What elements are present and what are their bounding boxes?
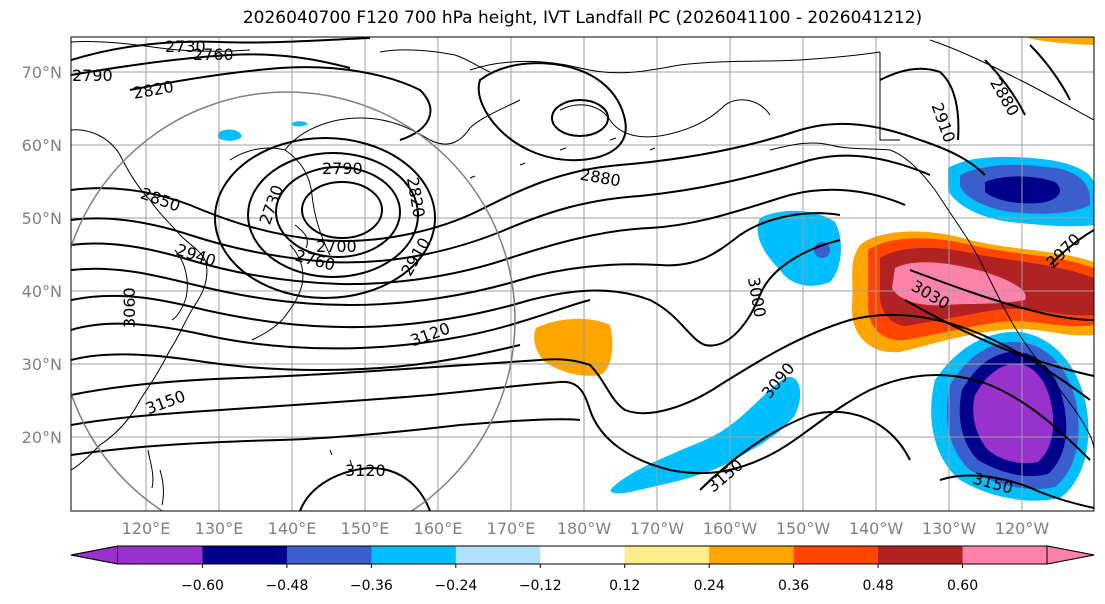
colorbar-segment	[878, 546, 964, 564]
coastlines	[71, 39, 1094, 506]
colorbar-tick-label: −0.60	[181, 578, 224, 594]
landfall-region-circle	[71, 91, 516, 511]
colorbar-tick-label: 0.24	[694, 578, 725, 594]
lat-label: 40°N	[22, 282, 62, 301]
lon-label: 120°E	[122, 519, 171, 538]
colorbar-tick-label: 0.48	[863, 578, 894, 594]
contour-label: 3060	[120, 287, 139, 328]
colorbar-segment	[118, 546, 203, 564]
colorbar-tick-label: 0.36	[778, 578, 809, 594]
colorbar: −0.60 −0.48 −0.36 −0.24 −0.12 0.12 0.24 0.36 0.4…	[70, 545, 1095, 594]
contour-label: 2760	[193, 45, 234, 64]
contour-label: 2790	[322, 159, 363, 178]
contour-label: 2730	[165, 37, 206, 56]
colorbar-tick-label: −0.12	[519, 578, 562, 594]
colorbar-tick-label: −0.36	[350, 578, 393, 594]
colorbar-segment	[455, 546, 541, 564]
colorbar-extend-min	[70, 545, 119, 565]
colorbar-segment	[793, 546, 879, 564]
colorbar-segment	[286, 546, 372, 564]
lat-label: 30°N	[22, 355, 62, 374]
lon-label: 140°E	[268, 519, 317, 538]
colorbar-segment	[540, 546, 626, 564]
lon-label: 160°W	[703, 519, 758, 538]
lon-label: 160°E	[414, 519, 463, 538]
contour-label: 3120	[345, 461, 386, 480]
lon-label: 130°E	[195, 519, 244, 538]
lon-label: 130°W	[922, 519, 977, 538]
map-title: 2026040700 F120 700 hPa height, IVT Land…	[242, 8, 923, 28]
colorbar-segment	[202, 546, 288, 564]
lon-label: 150°W	[776, 519, 831, 538]
lon-label: 150°E	[341, 519, 390, 538]
lon-label: 170°E	[487, 519, 536, 538]
lon-label: 140°W	[849, 519, 904, 538]
lat-label: 50°N	[22, 209, 62, 228]
lat-label: 20°N	[22, 428, 62, 447]
lon-label: 170°W	[630, 519, 685, 538]
lat-label: 70°N	[22, 63, 62, 82]
lon-label: 120°W	[995, 519, 1050, 538]
colorbar-segment	[624, 546, 710, 564]
colorbar-tick-label: −0.48	[265, 578, 308, 594]
colorbar-tick-label: 0.12	[609, 578, 640, 594]
colorbar-extend-max	[1046, 545, 1095, 565]
height-contours	[71, 37, 1094, 511]
colorbar-segment	[962, 546, 1048, 564]
contour-label: 2700	[316, 237, 357, 256]
colorbar-segment	[709, 546, 795, 564]
lon-label: 180°W	[557, 519, 612, 538]
colorbar-tick-label: −0.24	[434, 578, 477, 594]
contour-label: 2790	[72, 66, 113, 85]
colorbar-segment	[371, 546, 457, 564]
lat-label: 60°N	[22, 136, 62, 155]
map-frame	[70, 36, 1095, 512]
longitude-labels: 120°E 130°E 140°E 150°E 160°E 170°E 180°…	[122, 519, 1050, 538]
ivt-shading	[218, 37, 1094, 501]
latitude-labels: 70°N 60°N 50°N 40°N 30°N 20°N	[22, 63, 62, 447]
colorbar-tick-label: 0.60	[947, 578, 978, 594]
